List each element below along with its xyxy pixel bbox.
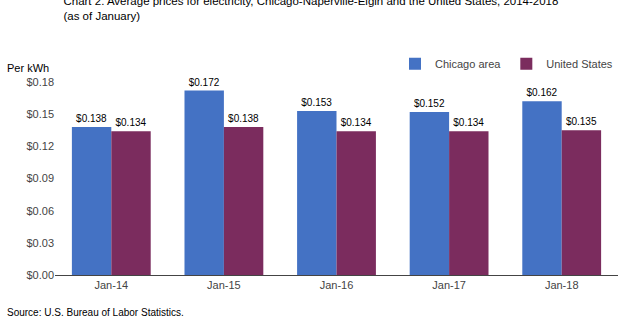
- svg-text:Jan-18: Jan-18: [545, 279, 579, 291]
- svg-text:Chart 2. Average prices for el: Chart 2. Average prices for electricity,…: [63, 0, 558, 22]
- svg-text:$0.134: $0.134: [115, 117, 146, 128]
- svg-text:$0.135: $0.135: [566, 116, 597, 127]
- svg-text:$0.15: $0.15: [26, 108, 54, 120]
- svg-text:$0.138: $0.138: [76, 113, 107, 124]
- svg-text:$0.162: $0.162: [526, 87, 557, 98]
- svg-text:Per kWh: Per kWh: [7, 62, 49, 74]
- svg-text:United States: United States: [546, 58, 613, 70]
- svg-text:Jan-14: Jan-14: [94, 279, 128, 291]
- svg-text:$0.172: $0.172: [189, 77, 220, 88]
- svg-text:Source: U.S. Bureau of Labor S: Source: U.S. Bureau of Labor Statistics.: [7, 307, 184, 318]
- svg-text:$0.03: $0.03: [26, 237, 54, 249]
- svg-text:$0.18: $0.18: [26, 76, 54, 88]
- svg-text:Chicago area: Chicago area: [435, 58, 501, 70]
- svg-text:$0.134: $0.134: [453, 117, 484, 128]
- svg-text:Jan-16: Jan-16: [320, 279, 354, 291]
- svg-text:$0.06: $0.06: [26, 205, 54, 217]
- svg-text:$0.134: $0.134: [341, 117, 372, 128]
- svg-text:$0.138: $0.138: [228, 113, 259, 124]
- svg-text:$0.09: $0.09: [26, 172, 54, 184]
- svg-text:$0.152: $0.152: [414, 98, 445, 109]
- svg-text:$0.12: $0.12: [26, 140, 54, 152]
- svg-text:Jan-15: Jan-15: [207, 279, 241, 291]
- svg-text:$0.00: $0.00: [26, 269, 54, 281]
- svg-text:$0.153: $0.153: [301, 97, 332, 108]
- svg-text:Jan-17: Jan-17: [432, 279, 466, 291]
